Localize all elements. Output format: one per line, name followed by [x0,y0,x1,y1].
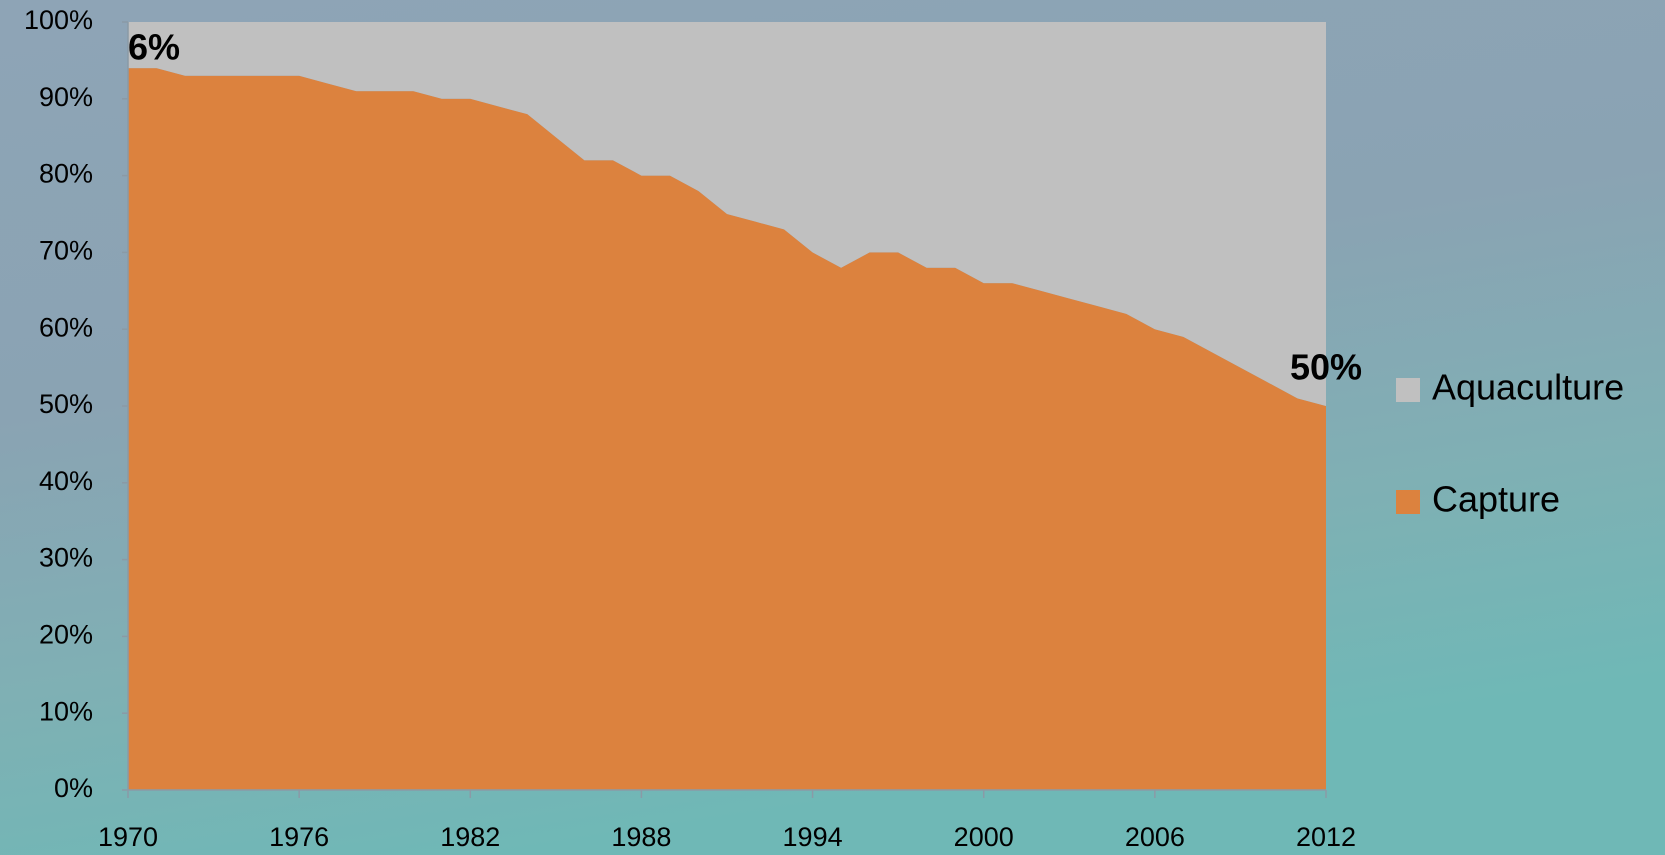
y-tick-label: 70% [39,236,93,266]
legend-swatch [1396,378,1420,402]
data-label: 50% [1290,347,1362,388]
x-tick-label: 2000 [954,822,1014,852]
y-tick-label: 90% [39,82,93,112]
legend-swatch [1396,490,1420,514]
x-tick-label: 1988 [611,822,671,852]
x-tick-label: 1970 [98,822,158,852]
y-tick-label: 20% [39,620,93,650]
y-tick-label: 0% [54,773,93,803]
x-tick-label: 1976 [269,822,329,852]
x-tick-label: 2012 [1296,822,1356,852]
legend-label: Aquaculture [1432,367,1624,408]
y-tick-label: 50% [39,389,93,419]
y-tick-label: 10% [39,696,93,726]
x-tick-label: 2006 [1125,822,1185,852]
legend-label: Capture [1432,479,1560,520]
page: 6% 50% 0% 10% 20% 30% 40% 50% 60% 70% 80% 90% 100% 19… [0,0,1665,855]
y-tick-label: 80% [39,159,93,189]
x-tick-label: 1994 [783,822,843,852]
data-label: 6% [128,27,180,68]
y-tick-label: 100% [24,5,93,35]
y-tick-label: 30% [39,543,93,573]
x-tick-label: 1982 [440,822,500,852]
y-tick-label: 60% [39,312,93,342]
chart: 6% 50% 0% 10% 20% 30% 40% 50% 60% 70% 80% 90% 100% 19… [0,0,1665,855]
y-tick-label: 40% [39,466,93,496]
